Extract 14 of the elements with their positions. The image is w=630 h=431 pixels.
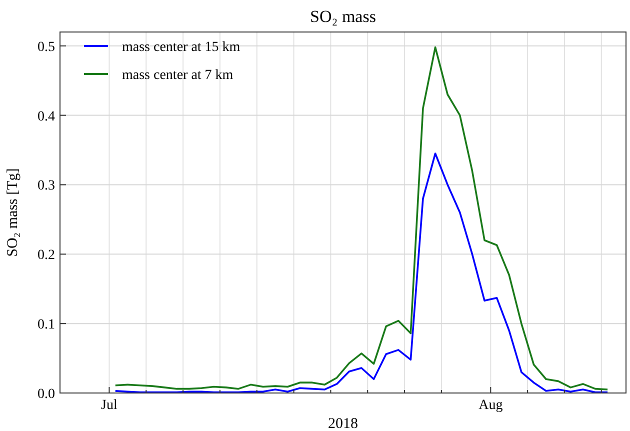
y-tick-label: 0.3 <box>38 178 55 194</box>
line-series <box>114 152 608 394</box>
y-tick-label: 0.1 <box>38 318 55 333</box>
x-tick-label: Jul <box>101 398 118 413</box>
y-tick-label: 0.4 <box>38 109 55 124</box>
y-axis-title: SO₂ mass [Tg] <box>5 168 21 257</box>
y-tick-label: 0.2 <box>38 248 55 264</box>
x-axis-title: 2018 <box>328 416 358 431</box>
x-tick-label: Aug <box>478 398 503 413</box>
legend-label: mass center at 15 km <box>122 40 240 55</box>
y-tick-label: 0.5 <box>38 40 55 55</box>
legend-label: mass center at 7 km <box>122 68 234 83</box>
y-tick-label: 0.0 <box>38 387 55 402</box>
chart-title: SO₂ mass <box>310 7 376 26</box>
